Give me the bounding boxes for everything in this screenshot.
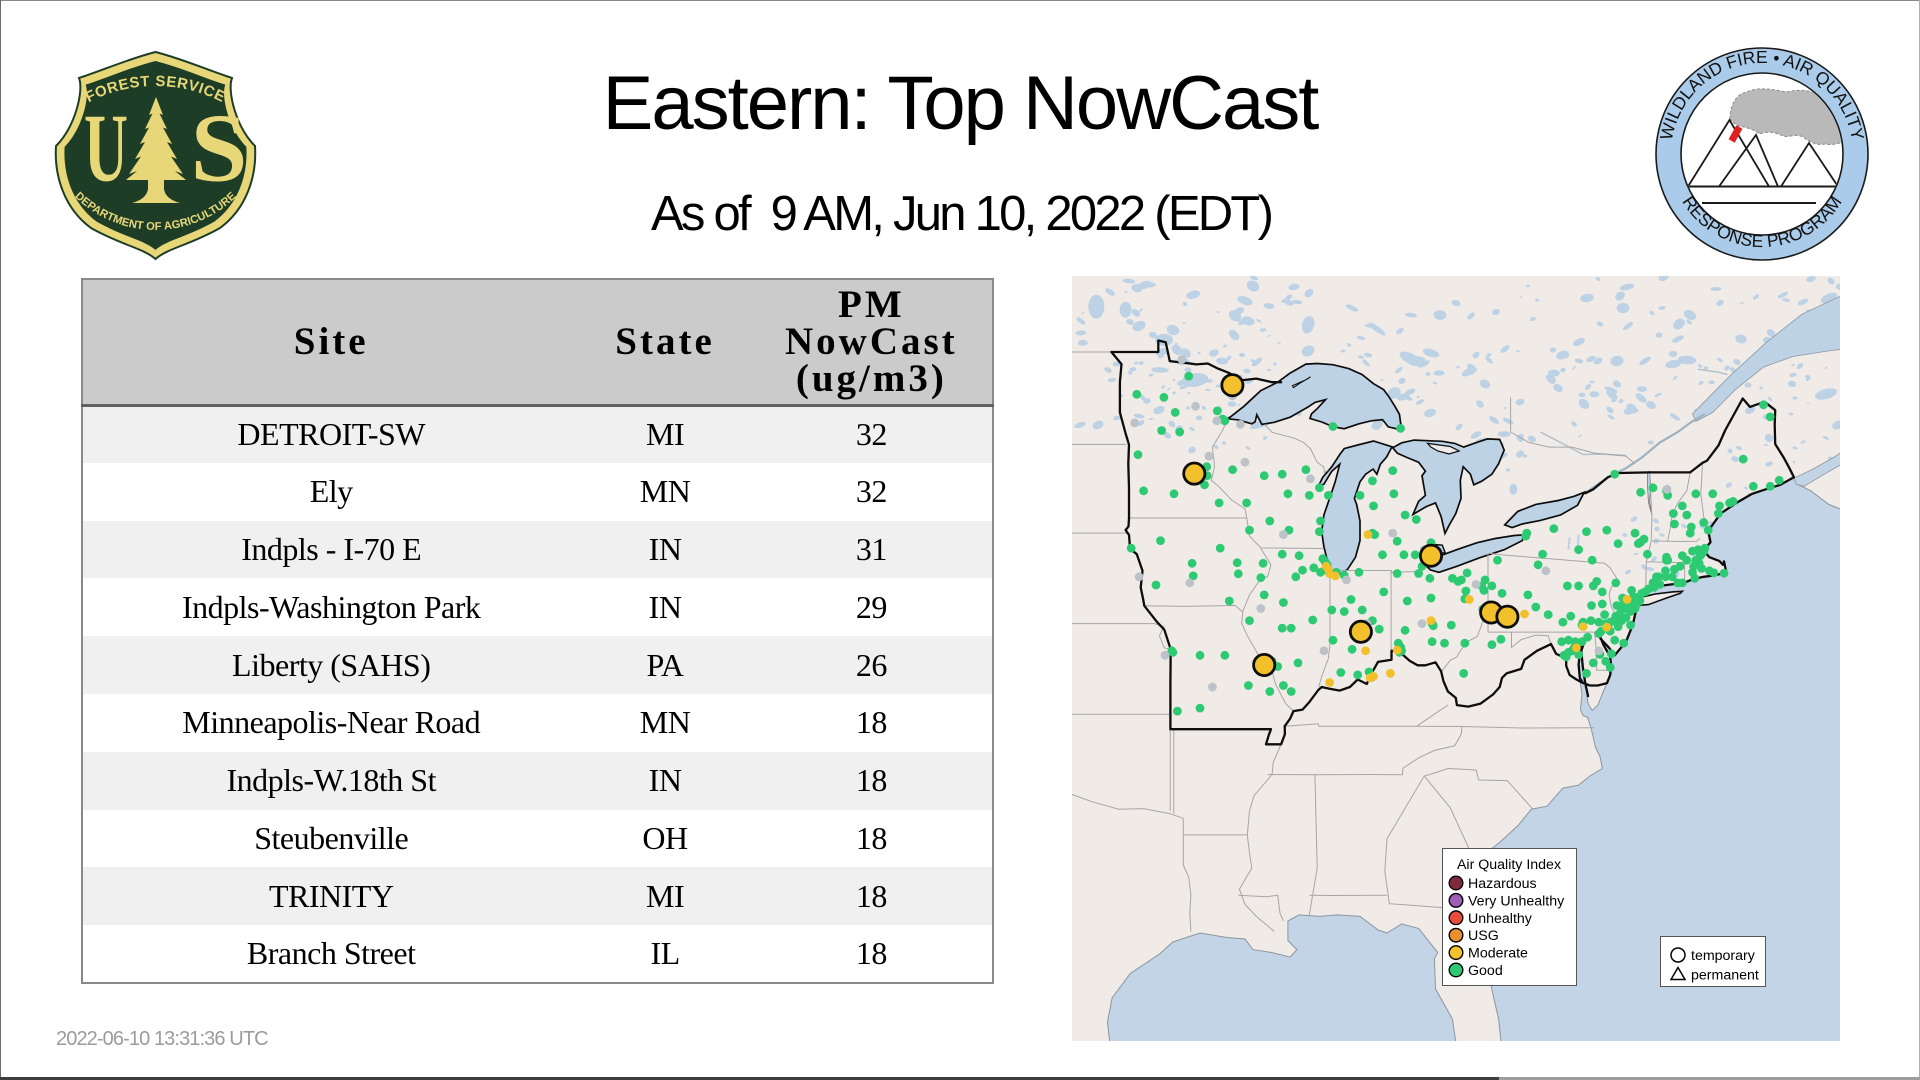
svg-text:Air Quality Index: Air Quality Index: [1457, 857, 1561, 873]
svg-text:Very Unhealthy: Very Unhealthy: [1468, 893, 1565, 909]
svg-text:Hazardous: Hazardous: [1468, 876, 1537, 892]
svg-text:temporary: temporary: [1691, 948, 1756, 964]
svg-text:Good: Good: [1468, 963, 1503, 979]
svg-text:Unhealthy: Unhealthy: [1468, 911, 1533, 927]
svg-text:U: U: [84, 95, 128, 203]
svg-text:permanent: permanent: [1691, 968, 1759, 984]
svg-text:S: S: [191, 95, 248, 203]
svg-text:USG: USG: [1468, 928, 1499, 944]
svg-text:Moderate: Moderate: [1468, 946, 1528, 962]
